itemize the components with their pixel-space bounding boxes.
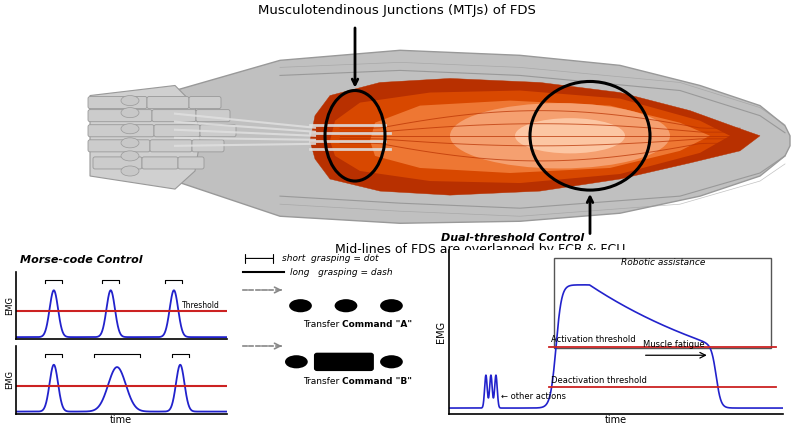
Text: long   grasping = dash: long grasping = dash	[290, 268, 393, 277]
FancyBboxPatch shape	[150, 140, 192, 152]
Text: Mid-lines of FDS are overlapped by FCR & FCU: Mid-lines of FDS are overlapped by FCR &…	[335, 244, 625, 256]
Y-axis label: EMG: EMG	[436, 321, 447, 343]
Ellipse shape	[121, 138, 139, 148]
Bar	[554, 258, 771, 348]
Text: ← other actions: ← other actions	[501, 392, 566, 401]
FancyBboxPatch shape	[93, 157, 142, 169]
Ellipse shape	[121, 151, 139, 161]
Text: Command "B": Command "B"	[342, 377, 412, 385]
Ellipse shape	[289, 299, 312, 312]
FancyBboxPatch shape	[88, 96, 147, 109]
Ellipse shape	[515, 118, 625, 153]
FancyBboxPatch shape	[178, 157, 204, 169]
Text: Deactivation threshold: Deactivation threshold	[551, 375, 647, 385]
Ellipse shape	[121, 108, 139, 118]
Polygon shape	[175, 50, 790, 223]
Ellipse shape	[285, 355, 308, 368]
Ellipse shape	[121, 166, 139, 176]
Text: Robotic assistance: Robotic assistance	[621, 258, 705, 267]
Text: Muscle fatigue: Muscle fatigue	[643, 340, 704, 350]
FancyBboxPatch shape	[192, 140, 224, 152]
Text: Threshold: Threshold	[182, 301, 220, 310]
FancyBboxPatch shape	[88, 110, 152, 122]
FancyBboxPatch shape	[200, 125, 236, 137]
Ellipse shape	[121, 124, 139, 134]
X-axis label: time: time	[605, 415, 627, 425]
FancyBboxPatch shape	[88, 125, 154, 137]
Ellipse shape	[121, 95, 139, 106]
Text: short  grasping = dot: short grasping = dot	[282, 254, 378, 263]
Text: Dual-threshold Control: Dual-threshold Control	[441, 233, 584, 243]
FancyBboxPatch shape	[147, 96, 189, 109]
Polygon shape	[330, 91, 730, 183]
Ellipse shape	[335, 299, 358, 312]
FancyBboxPatch shape	[314, 353, 374, 371]
FancyBboxPatch shape	[196, 110, 230, 122]
Text: Transfer: Transfer	[303, 321, 342, 329]
Polygon shape	[370, 101, 710, 173]
Text: Activation threshold: Activation threshold	[551, 335, 636, 343]
X-axis label: time: time	[111, 415, 132, 425]
Ellipse shape	[380, 355, 403, 368]
FancyBboxPatch shape	[152, 110, 196, 122]
Text: Command "A": Command "A"	[342, 321, 412, 329]
Ellipse shape	[450, 103, 670, 169]
FancyBboxPatch shape	[189, 96, 221, 109]
Y-axis label: EMG: EMG	[6, 296, 14, 315]
Y-axis label: EMG: EMG	[6, 371, 14, 389]
Polygon shape	[90, 85, 200, 189]
Polygon shape	[310, 78, 760, 195]
Text: Morse-code Control: Morse-code Control	[20, 255, 142, 265]
Ellipse shape	[380, 299, 403, 312]
Text: Transfer: Transfer	[303, 377, 342, 385]
Text: Musculotendinous Junctions (MTJs) of FDS: Musculotendinous Junctions (MTJs) of FDS	[258, 4, 536, 17]
FancyBboxPatch shape	[88, 140, 150, 152]
FancyBboxPatch shape	[154, 125, 200, 137]
FancyBboxPatch shape	[142, 157, 178, 169]
